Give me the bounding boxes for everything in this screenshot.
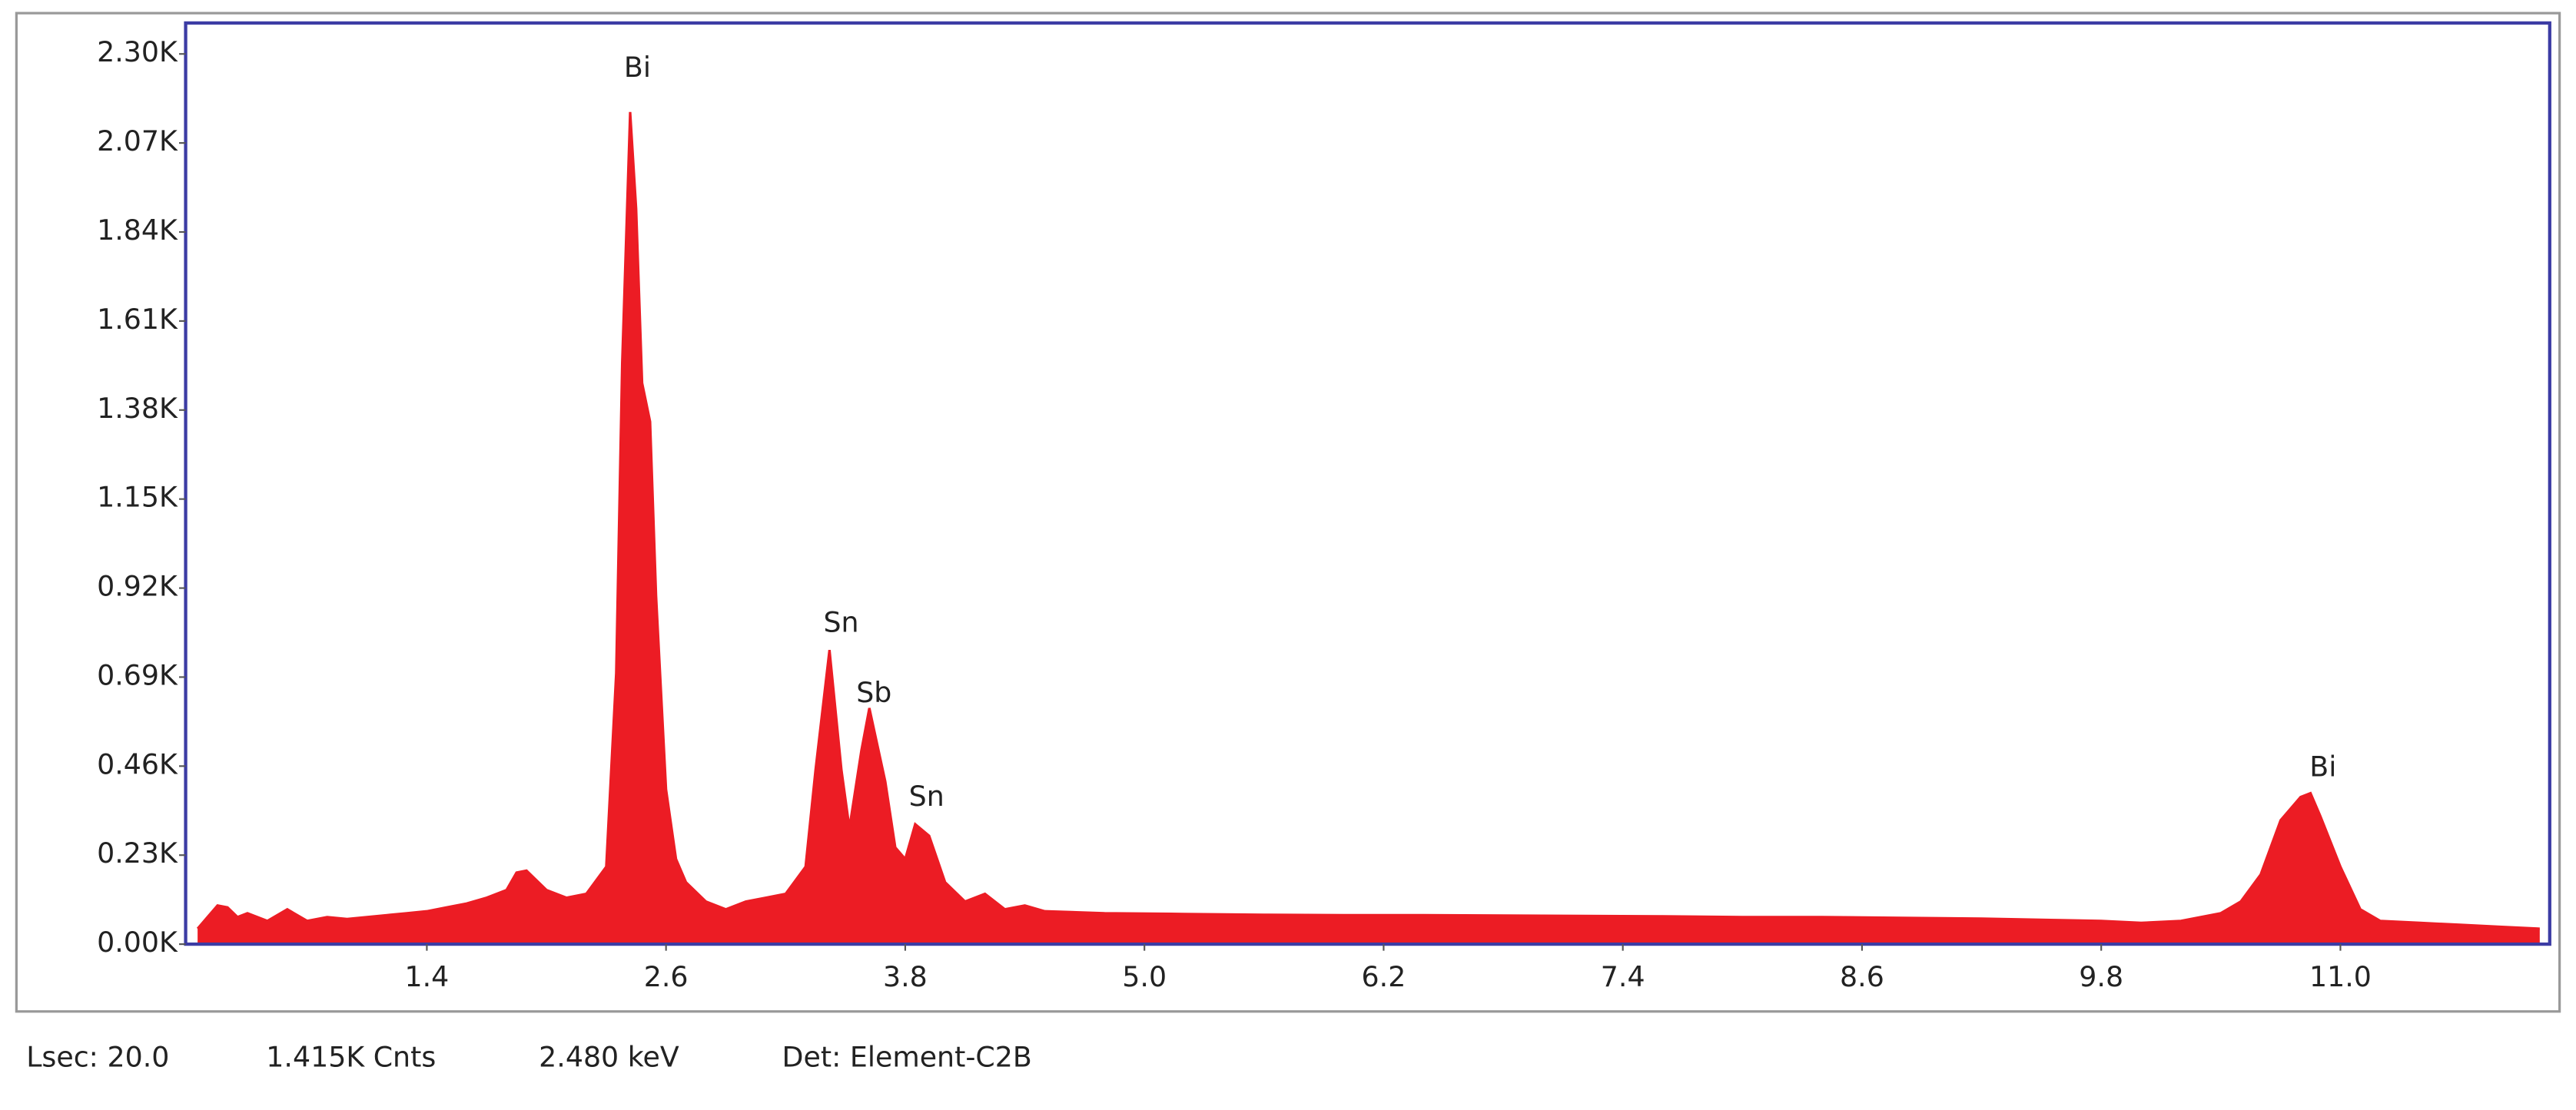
status-text: Det: Element-C2B (782, 1041, 1032, 1074)
y-tick-label: 0.23K (97, 837, 178, 870)
x-tick-label: 7.4 (1601, 960, 1645, 993)
y-tick-label: 1.15K (97, 481, 178, 514)
x-tick-label: 6.2 (1362, 960, 1406, 993)
x-tick-label: 3.8 (883, 960, 928, 993)
y-tick-label: 0.46K (97, 747, 178, 780)
outer-frame (15, 12, 2561, 1013)
spectrum-line (196, 111, 2540, 930)
status-text: Lsec: 20.0 (26, 1041, 169, 1074)
plot (196, 111, 2540, 945)
x-tick-label: 9.8 (2079, 960, 2123, 993)
spectrum-fill (198, 111, 2540, 945)
status-text: 2.480 keV (539, 1041, 679, 1074)
y-tick-label: 0.00K (97, 926, 178, 959)
peak-label: Sn (909, 780, 944, 813)
y-tick-label: 0.92K (97, 570, 178, 603)
x-tick-label: 11.0 (2309, 960, 2372, 993)
y-tick-label: 0.69K (97, 658, 178, 691)
peak-label: Sn (823, 605, 858, 638)
peak-label: Sb (856, 676, 891, 709)
x-tick-label: 8.6 (1840, 960, 1884, 993)
y-tick-label: 1.61K (97, 303, 178, 336)
plot-frame (184, 21, 2551, 946)
y-tick-label: 1.38K (97, 392, 178, 425)
y-tick-label: 1.84K (97, 214, 178, 247)
x-tick-label: 5.0 (1122, 960, 1167, 993)
peak-label: Bi (624, 51, 651, 84)
y-tick-label: 2.07K (97, 124, 178, 157)
x-tick-label: 2.6 (644, 960, 689, 993)
x-tick-label: 1.4 (405, 960, 450, 993)
status-text: 1.415K Cnts (266, 1041, 436, 1074)
peak-label: Bi (2309, 750, 2336, 783)
y-tick-label: 2.30K (97, 35, 178, 68)
